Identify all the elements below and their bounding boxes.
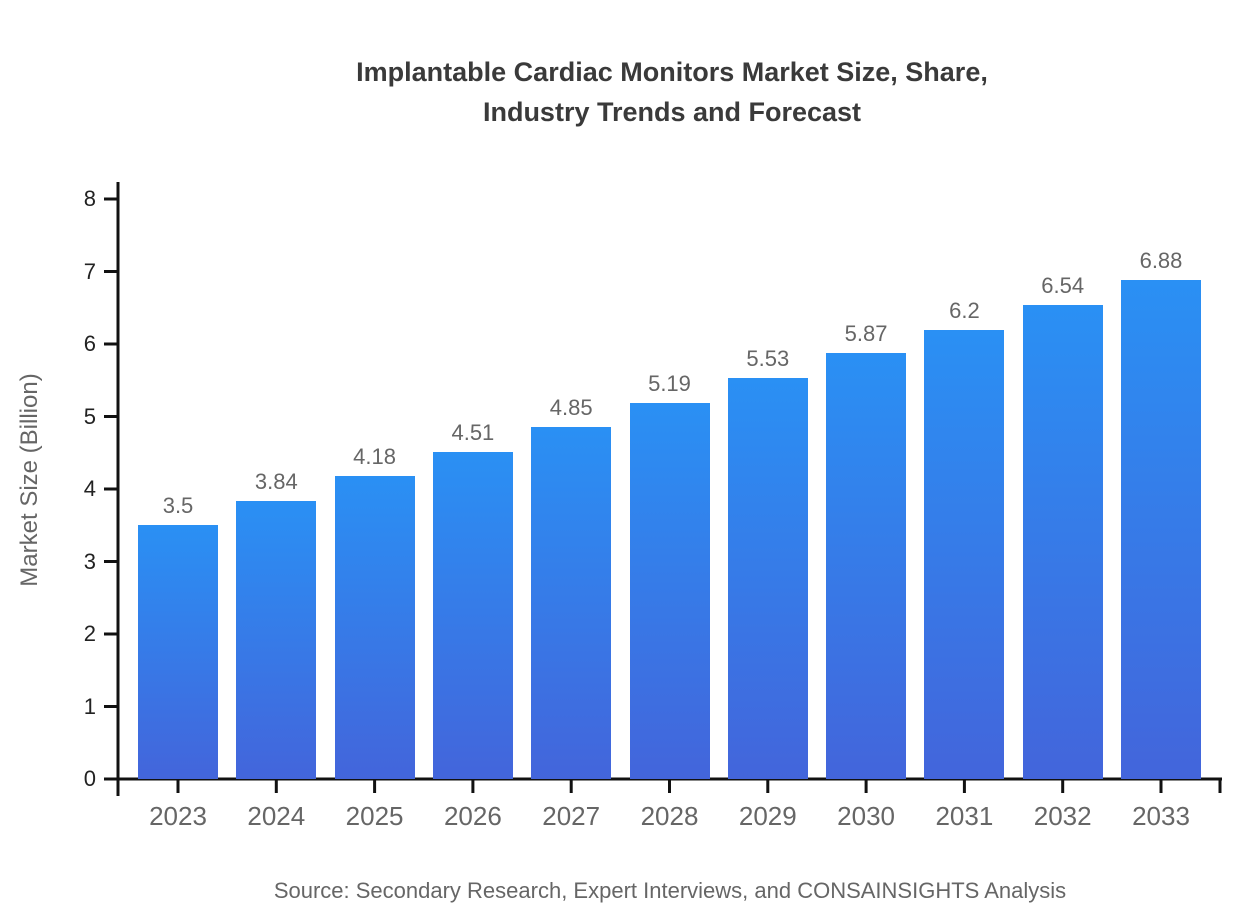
y-tick-label: 8 — [83, 186, 96, 211]
bar-value-label: 6.54 — [1041, 272, 1085, 298]
bar-2029 — [727, 378, 808, 779]
bar-value-label: 3.84 — [254, 468, 298, 494]
bar-2031 — [924, 329, 1005, 779]
x-tick-label: 2031 — [935, 801, 994, 831]
source-note: Source: Secondary Research, Expert Inter… — [273, 878, 1067, 903]
bar-value-label: 3.5 — [162, 493, 194, 519]
x-tick-label: 2032 — [1033, 801, 1092, 831]
bar-2027 — [531, 427, 612, 779]
bar-value-label: 5.19 — [648, 370, 691, 396]
y-tick-label: 4 — [83, 476, 96, 501]
bar-value-label: 6.88 — [1139, 248, 1183, 274]
y-axis-title: Market Size (Billion) — [16, 373, 43, 587]
chart-title-line1: Implantable Cardiac Monitors Market Size… — [356, 57, 988, 87]
x-tick-label: 2028 — [640, 801, 699, 831]
bar-2033 — [1121, 280, 1201, 779]
y-tick-label: 7 — [83, 258, 96, 284]
bar-2025 — [334, 475, 415, 779]
bar-2030 — [826, 353, 907, 779]
bar-value-label: 5.53 — [746, 346, 790, 372]
bar-2024 — [236, 500, 317, 779]
bar-value-label: 4.85 — [549, 395, 593, 421]
x-tick-label: 2033 — [1132, 801, 1190, 831]
bar-value-label: 6.2 — [949, 297, 980, 323]
x-tick-label: 2026 — [443, 801, 502, 831]
y-tick-label: 5 — [83, 403, 96, 429]
x-tick-label: 2029 — [738, 801, 797, 831]
bar-value-label: 5.87 — [844, 321, 888, 347]
y-tick-label: 6 — [83, 331, 96, 356]
bar-2032 — [1022, 304, 1103, 779]
x-tick-label: 2023 — [149, 801, 207, 831]
bar-2026 — [432, 452, 513, 779]
chart-title-line2: Industry Trends and Forecast — [482, 97, 862, 127]
x-tick-label: 2025 — [345, 801, 404, 831]
bar-2023 — [138, 525, 218, 779]
x-tick-label: 2030 — [837, 801, 896, 831]
bar-value-label: 4.18 — [353, 443, 397, 469]
y-tick-label: 0 — [83, 766, 96, 791]
y-tick-label: 1 — [83, 693, 96, 719]
bar-2028 — [629, 402, 710, 779]
bar-value-label: 4.51 — [451, 420, 495, 446]
y-tick-label: 2 — [83, 621, 96, 646]
chart-title: Implantable Cardiac Monitors Market Size… — [120, 52, 1224, 132]
x-tick-label: 2024 — [247, 801, 306, 831]
y-tick-label: 3 — [83, 548, 96, 574]
x-tick-label: 2027 — [542, 801, 601, 831]
